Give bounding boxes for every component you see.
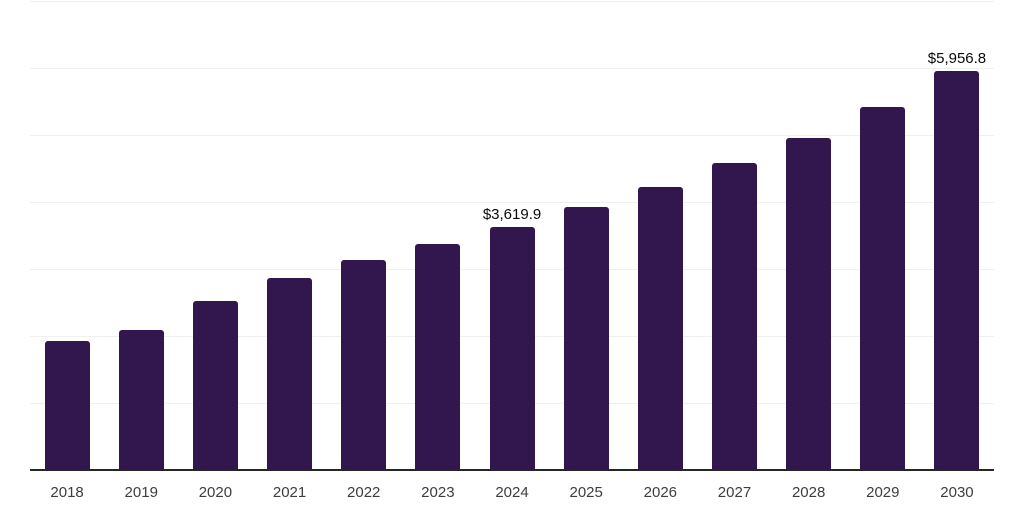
bar-2024: $3,619.9 (483, 207, 541, 470)
bar-2023 (415, 244, 461, 470)
x-axis-label: 2024 (495, 484, 529, 501)
gridline (30, 202, 994, 204)
bar-2029 (860, 106, 906, 470)
bar-2027 (711, 163, 757, 470)
bar-value-label: $3,619.9 (482, 206, 542, 224)
x-axis-label: 2026 (643, 484, 678, 501)
bar-slot (327, 1, 401, 470)
bar-slot (697, 1, 771, 470)
bar-2018 (44, 340, 90, 470)
x-axis-label: 2018 (50, 484, 84, 501)
bar-slot (178, 1, 252, 470)
x-axis-label: 2020 (198, 484, 233, 501)
bar-slot (772, 1, 846, 470)
bar-2022 (341, 260, 387, 470)
x-axis-labels: 2018 2019 2020 2021 2022 2023 2024 2025 2026 2027… (30, 483, 994, 503)
bar-slot: $3,619.9 (475, 1, 549, 470)
gridline (30, 135, 994, 136)
bar-value-label: $5,956.8 (927, 49, 987, 67)
x-axis-label: 2019 (124, 484, 158, 501)
bar-2025 (563, 207, 609, 470)
x-axis-label: 2030 (940, 484, 974, 501)
x-axis-label: 2021 (272, 484, 307, 501)
bar-slot (846, 1, 920, 470)
x-axis-line (30, 469, 994, 471)
bar-slot: $5,956.8 (920, 1, 994, 470)
bar-slot (401, 1, 475, 470)
x-axis-label: 2029 (866, 484, 900, 501)
gridline (30, 68, 994, 69)
bar-slot (252, 1, 326, 470)
bar-2026 (637, 186, 683, 470)
bar-2030: $5,956.8 (928, 51, 986, 470)
x-axis-label: 2028 (791, 484, 826, 501)
bar-slot (30, 1, 104, 470)
x-axis-label: 2023 (421, 484, 455, 501)
x-axis-label: 2027 (717, 484, 752, 501)
bar-slot (549, 1, 623, 470)
bar-slot (104, 1, 178, 470)
bars: $3,619.9 $5,956.8 (30, 1, 994, 470)
bar-2020 (192, 301, 238, 470)
gridline (30, 1, 994, 2)
bar-slot (623, 1, 697, 470)
plot-area: $3,619.9 $5,956.8 (30, 1, 994, 471)
x-axis-label: 2025 (569, 484, 603, 501)
bar-2021 (267, 278, 313, 470)
bar-2019 (118, 329, 164, 470)
x-axis-label: 2022 (347, 484, 381, 501)
bar-2028 (786, 137, 832, 470)
